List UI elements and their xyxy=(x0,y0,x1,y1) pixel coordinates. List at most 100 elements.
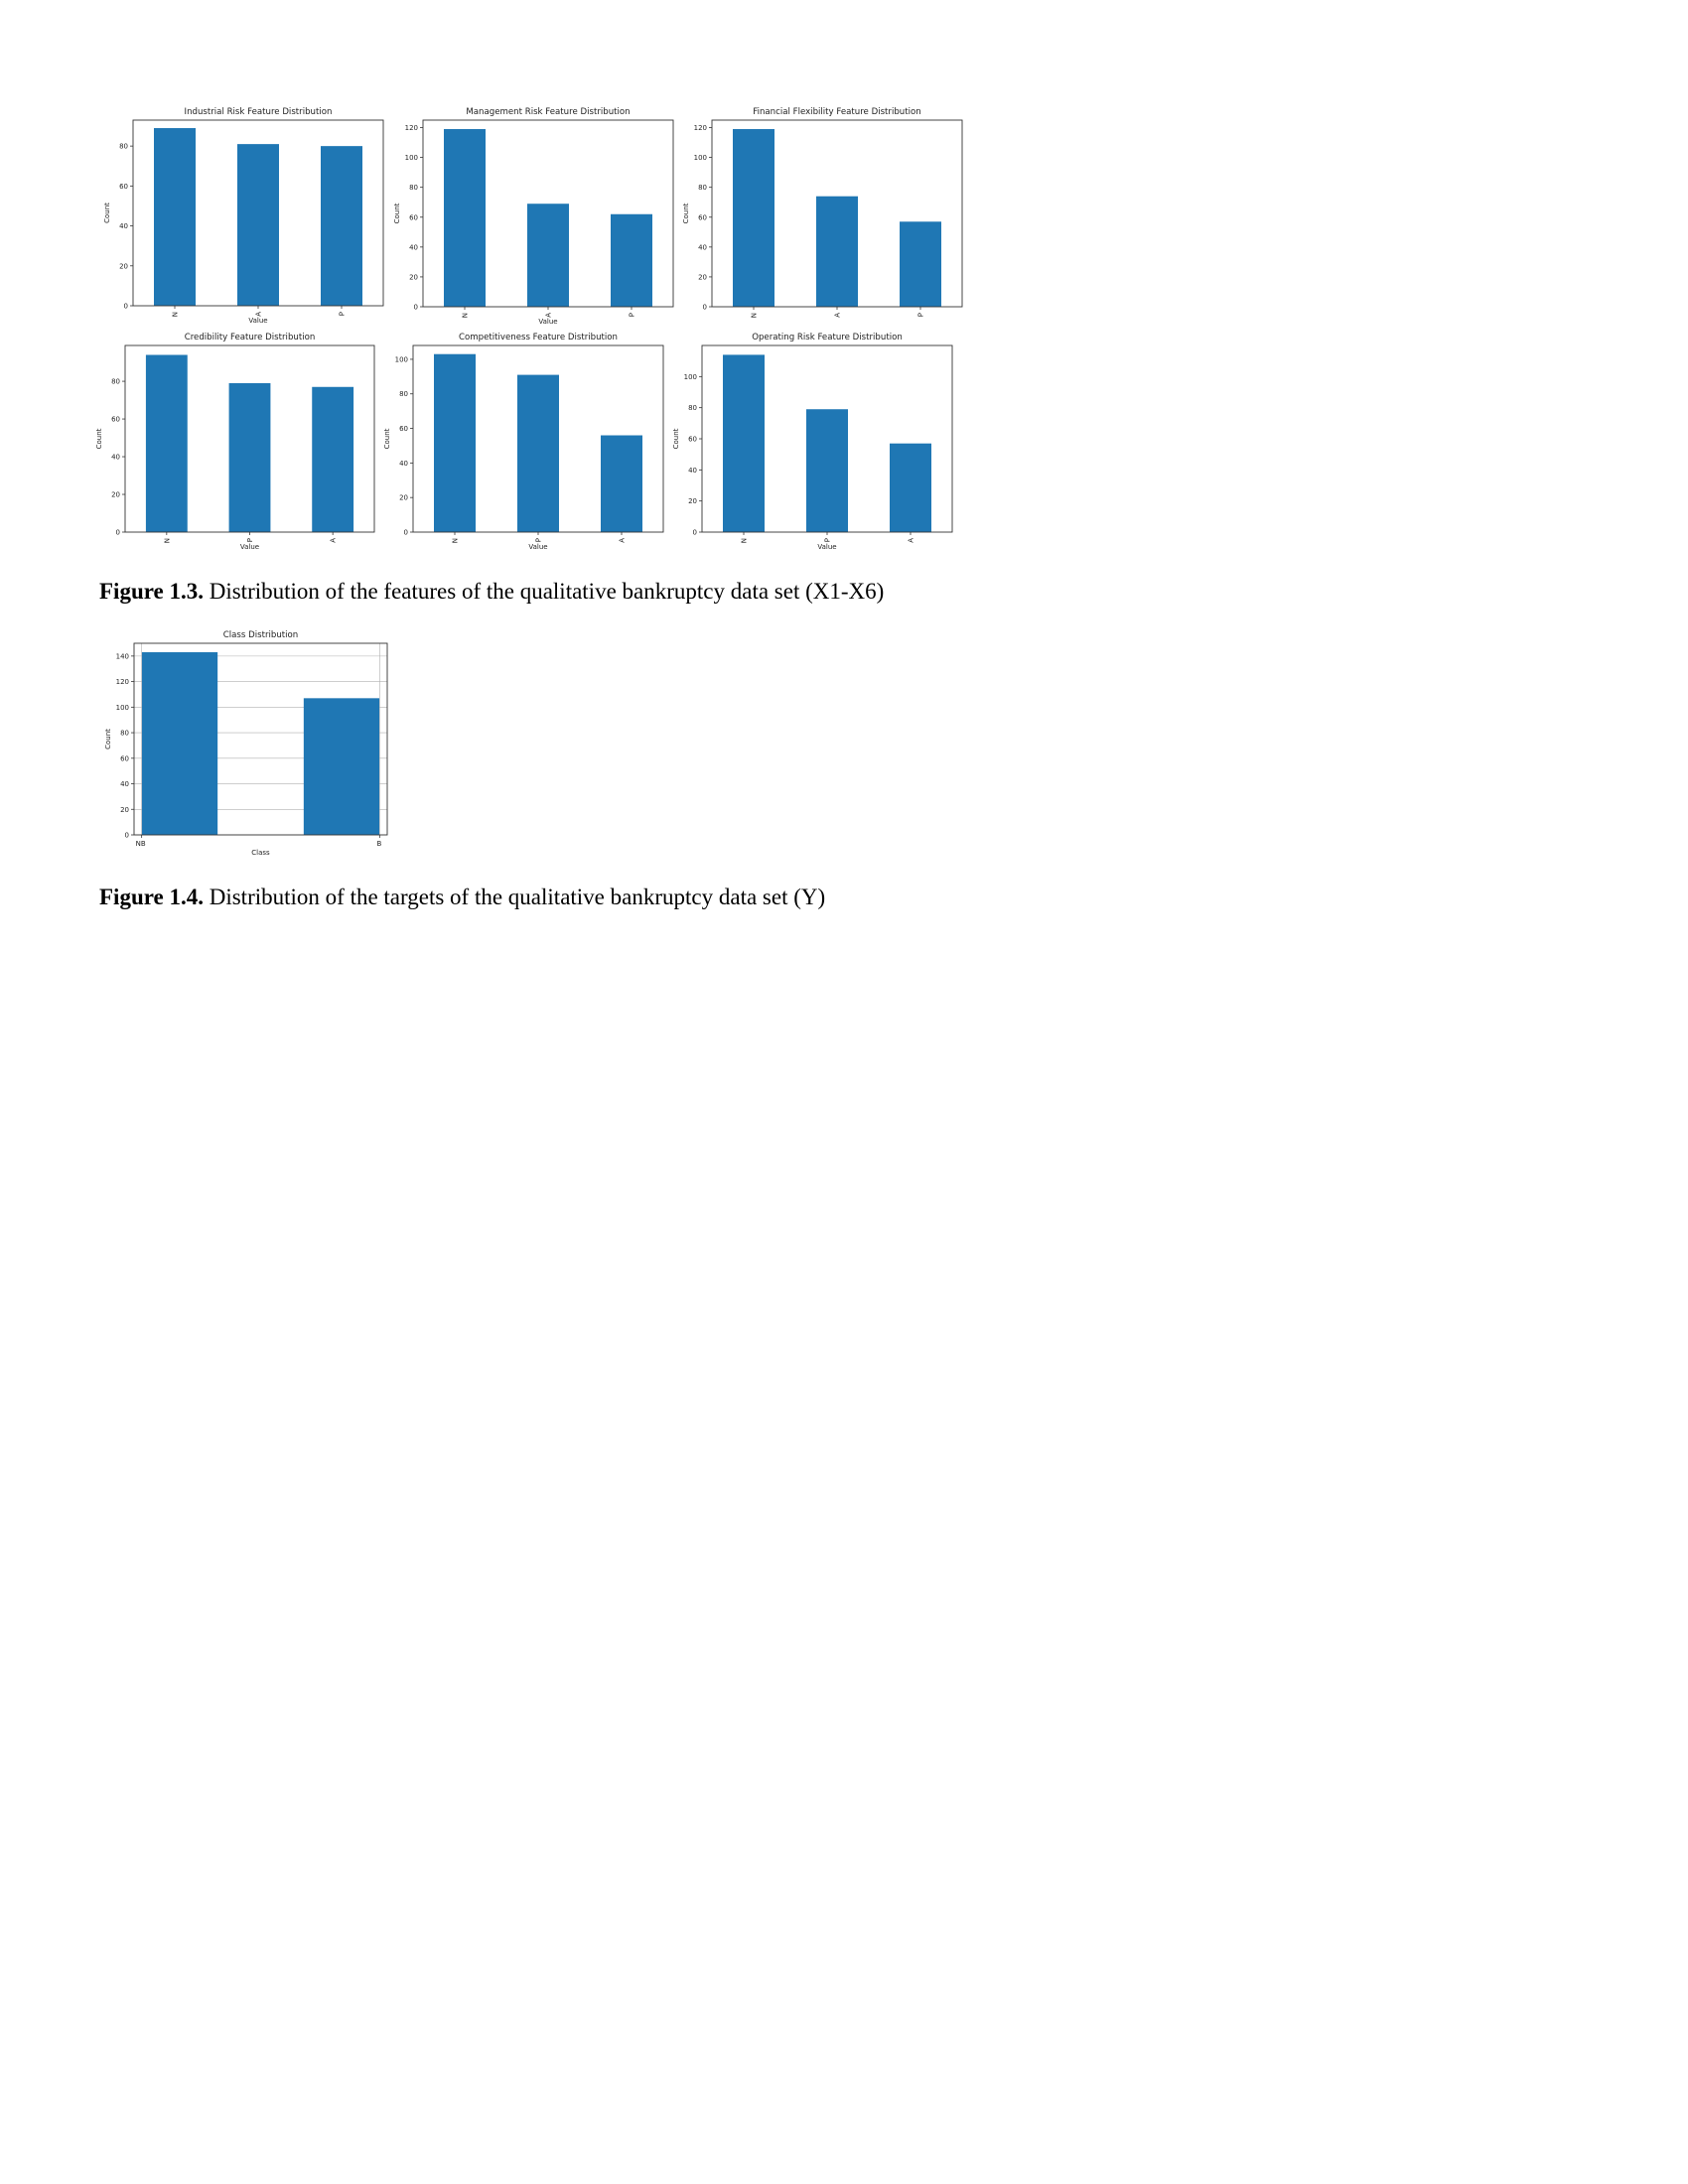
y-tick-label: 40 xyxy=(111,454,120,462)
y-tick-label: 120 xyxy=(116,678,129,686)
x-tick-label: B xyxy=(377,840,382,848)
chart-title: Management Risk Feature Distribution xyxy=(466,107,630,117)
x-tick-label: NB xyxy=(136,840,146,848)
y-tick-label: 20 xyxy=(409,273,418,281)
x-axis-label: Value xyxy=(240,543,259,551)
y-tick-label: 80 xyxy=(399,390,408,398)
bar-P xyxy=(321,146,362,306)
bar-N xyxy=(723,354,765,532)
chart-title: Industrial Risk Feature Distribution xyxy=(185,107,333,117)
y-tick-label: 80 xyxy=(688,404,697,412)
figure-1-4-caption: Figure 1.4. Distribution of the targets … xyxy=(99,885,825,910)
x-tick-label: A xyxy=(545,313,553,318)
y-tick-label: 0 xyxy=(693,529,697,537)
x-tick-label: A xyxy=(255,312,263,317)
chart-title: Competitiveness Feature Distribution xyxy=(459,333,618,342)
y-axis-label: Count xyxy=(672,428,680,449)
y-tick-label: 60 xyxy=(119,183,128,191)
x-axis-label: Value xyxy=(817,543,836,551)
x-tick-label: N xyxy=(741,538,749,543)
y-axis-label: Count xyxy=(95,428,103,449)
y-tick-label: 20 xyxy=(698,273,707,281)
chart-6: Operating Risk Feature Distribution 0 20 40… xyxy=(672,333,953,551)
chart-3: Financial Flexibility Feature Distributi… xyxy=(682,107,963,318)
y-tick-label: 100 xyxy=(395,355,408,363)
figure-1-3-label: Figure 1.3. xyxy=(99,579,204,604)
y-tick-label: 60 xyxy=(399,425,408,433)
x-axis-label: Value xyxy=(248,317,267,325)
x-tick-label: P xyxy=(535,538,543,542)
bar-B xyxy=(303,698,380,835)
y-tick-label: 0 xyxy=(414,304,418,312)
y-tick-label: 100 xyxy=(405,154,418,162)
chart-title: Operating Risk Feature Distribution xyxy=(752,333,903,342)
y-tick-label: 100 xyxy=(684,373,697,381)
y-axis-label: Count xyxy=(103,203,111,223)
y-axis-label: Count xyxy=(383,428,391,449)
x-tick-label: N xyxy=(751,313,759,318)
y-tick-label: 100 xyxy=(116,704,129,712)
y-tick-label: 0 xyxy=(404,529,408,537)
x-tick-label: P xyxy=(339,312,347,316)
y-tick-label: 40 xyxy=(119,222,128,230)
x-tick-label: N xyxy=(172,312,180,317)
y-tick-label: 60 xyxy=(698,213,707,221)
y-tick-label: 0 xyxy=(703,304,707,312)
y-tick-label: 20 xyxy=(688,497,697,505)
y-tick-label: 80 xyxy=(119,143,128,151)
bar-NB xyxy=(141,652,218,835)
y-tick-label: 80 xyxy=(111,378,120,386)
y-tick-label: 140 xyxy=(116,652,129,660)
x-tick-label: N xyxy=(462,313,470,318)
bar-P xyxy=(228,382,271,532)
y-tick-label: 40 xyxy=(120,780,129,788)
chart-title: Financial Flexibility Feature Distributi… xyxy=(753,107,920,117)
x-tick-label: A xyxy=(908,538,915,543)
y-tick-label: 40 xyxy=(698,243,707,251)
plot-frame xyxy=(133,642,388,836)
chart-5: Competitiveness Feature Distribution 0 20 4… xyxy=(383,333,664,551)
y-tick-label: 20 xyxy=(120,806,129,814)
bar-A xyxy=(312,386,354,532)
y-tick-label: 40 xyxy=(409,243,418,251)
x-tick-label: A xyxy=(619,538,627,543)
chart-1: Industrial Risk Feature Distribution 0 20 4… xyxy=(103,107,384,325)
x-axis-label: Class xyxy=(251,849,270,857)
y-tick-label: 80 xyxy=(409,184,418,192)
x-tick-label: N xyxy=(452,538,460,543)
bar-A xyxy=(237,144,279,306)
x-axis-label: Value xyxy=(538,318,557,326)
y-axis-label: Count xyxy=(104,729,112,750)
bar-N xyxy=(733,129,774,307)
bar-A xyxy=(601,435,642,532)
y-tick-label: 0 xyxy=(125,832,129,840)
y-axis-label: Count xyxy=(393,203,401,223)
bar-P xyxy=(517,374,559,532)
chart-4: Credibility Feature Distribution 0 20 40 60 8… xyxy=(95,333,375,551)
y-tick-label: 60 xyxy=(688,436,697,444)
y-tick-label: 20 xyxy=(119,262,128,270)
bar-N xyxy=(434,353,476,532)
y-tick-label: 60 xyxy=(111,416,120,424)
x-tick-label: P xyxy=(246,538,254,542)
x-tick-label: N xyxy=(163,538,171,543)
y-tick-label: 20 xyxy=(399,494,408,502)
figure-1-3-caption: Figure 1.3. Distribution of the features… xyxy=(99,579,884,605)
bar-A xyxy=(816,196,858,307)
chart-7: Class Distribution 0 20 40 60 80 100 120 140 NB B C… xyxy=(104,630,388,857)
x-tick-label: P xyxy=(629,313,636,317)
bar-P xyxy=(806,409,848,532)
y-tick-label: 20 xyxy=(111,491,120,499)
chart-2: Management Risk Feature Distribution 0 20 4… xyxy=(393,107,674,326)
y-axis-label: Count xyxy=(682,203,690,223)
y-tick-label: 0 xyxy=(124,303,128,311)
y-tick-label: 40 xyxy=(399,460,408,468)
bar-N xyxy=(145,354,188,532)
y-tick-label: 60 xyxy=(120,754,129,762)
x-tick-label: P xyxy=(917,313,925,317)
y-tick-label: 0 xyxy=(116,529,120,537)
y-tick-label: 40 xyxy=(688,467,697,475)
bar-P xyxy=(611,213,652,307)
y-tick-label: 120 xyxy=(405,124,418,132)
bar-N xyxy=(444,129,486,307)
